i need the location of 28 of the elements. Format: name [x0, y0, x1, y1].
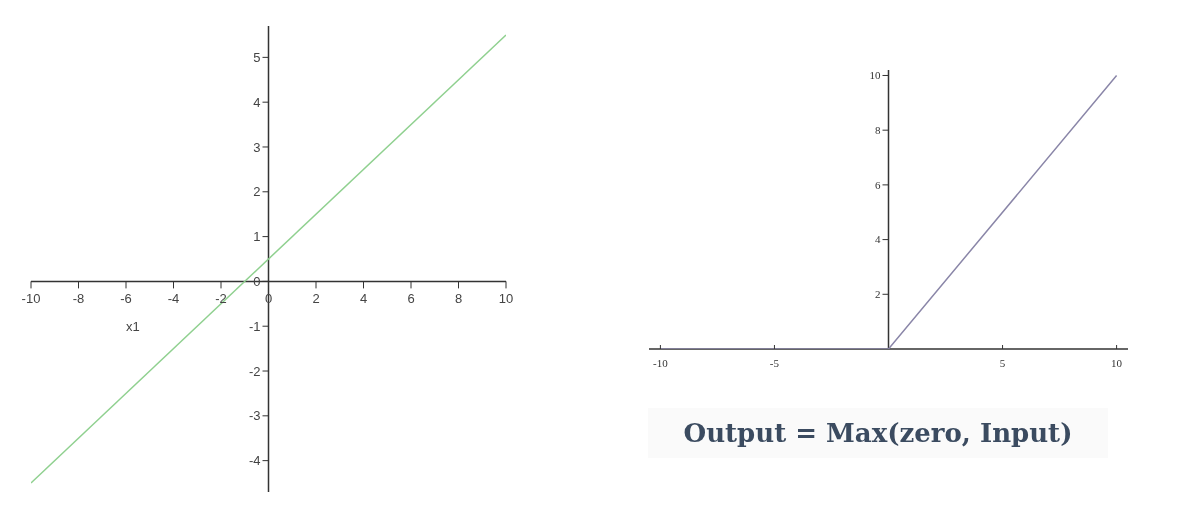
x-tick-label: -4 — [167, 291, 180, 307]
x-tick-label: -5 — [769, 357, 780, 369]
text: Output = Max(zero, Input) — [648, 408, 1108, 458]
x-tick-label: 2 — [312, 291, 320, 307]
y-tick-label: -1 — [248, 318, 261, 334]
y-tick-label: 5 — [253, 49, 261, 65]
x-tick-label: 4 — [359, 291, 368, 307]
x-axis-title: x1 — [126, 319, 140, 335]
x-tick-label: -2 — [215, 291, 227, 307]
x-tick-label: 6 — [407, 291, 415, 307]
y-tick-label: 4 — [875, 233, 881, 246]
x-tick-label: 8 — [454, 291, 463, 307]
x-tick-label: 5 — [999, 357, 1006, 369]
x-tick-label: 10 — [498, 291, 514, 307]
x-tick-label: -6 — [120, 291, 132, 307]
y-tick-label: -3 — [248, 408, 261, 424]
y-tick-label: 2 — [253, 184, 261, 200]
y-tick-label: 10 — [869, 69, 881, 82]
y-tick-label: 1 — [253, 229, 261, 245]
x-tick-label: 10 — [1111, 357, 1123, 369]
y-tick-label: 8 — [875, 124, 881, 137]
y-tick-label: 6 — [875, 178, 881, 191]
x-tick-label: -10 — [653, 357, 669, 369]
y-tick-label: 3 — [253, 139, 261, 155]
x-tick-label: -8 — [72, 291, 85, 307]
y-tick-label: -4 — [248, 453, 261, 469]
x-tick-label: -10 — [21, 291, 41, 307]
y-tick-label: 4 — [253, 94, 261, 110]
